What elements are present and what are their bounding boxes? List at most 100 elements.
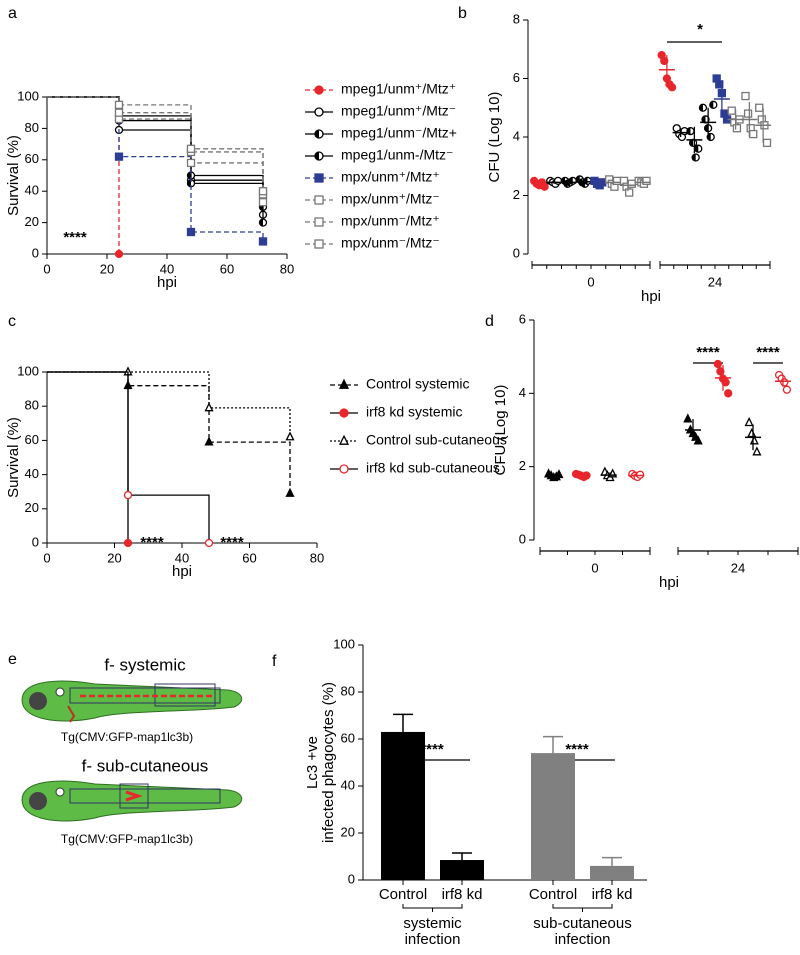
diagram-title: f- sub-cutaneous xyxy=(82,756,209,775)
region-box xyxy=(69,788,221,804)
x-tick-label: 0 xyxy=(43,261,50,276)
y-tick-label: 60 xyxy=(341,730,355,745)
y-tick-label: 0 xyxy=(32,534,39,549)
marker xyxy=(755,103,764,112)
annotation: * xyxy=(697,21,703,38)
survival-line xyxy=(47,96,264,207)
marker xyxy=(258,237,268,246)
marker-shade xyxy=(702,115,706,123)
marker xyxy=(204,402,214,412)
fish-body xyxy=(21,780,243,822)
y-axis-label: infected phagocytes (%) xyxy=(320,682,337,843)
y-tick-label: 20 xyxy=(25,500,39,515)
fish-ear xyxy=(55,687,65,697)
legend-label: Control sub-cutaneous xyxy=(366,432,507,448)
group-bracket xyxy=(402,904,463,909)
marker xyxy=(747,428,757,438)
y-tick-label: 40 xyxy=(341,777,355,792)
x-tick-label: 80 xyxy=(310,550,324,565)
marker xyxy=(732,124,742,133)
marker-shade xyxy=(699,104,703,112)
marker xyxy=(683,413,693,423)
y-tick-label: 4 xyxy=(519,385,526,400)
marker xyxy=(716,367,725,376)
marker xyxy=(782,385,792,394)
fish-eye xyxy=(29,692,47,710)
x-tick-label: 40 xyxy=(175,550,189,565)
marker xyxy=(314,195,324,205)
annotation: **** xyxy=(63,229,87,246)
marker xyxy=(338,434,350,445)
y-tick-label: 6 xyxy=(513,70,520,85)
bar xyxy=(531,753,575,880)
y-axis-label: CFU (Log 10) xyxy=(486,92,503,183)
y-tick-label: 40 xyxy=(25,183,39,198)
marker xyxy=(693,435,703,445)
marker-shade xyxy=(689,139,694,147)
region-box xyxy=(119,783,149,809)
fish-systemic xyxy=(21,680,243,723)
legend-label: mpeg1/unm⁺/Mtz⁻ xyxy=(341,103,456,119)
marker xyxy=(338,378,350,389)
marker xyxy=(123,538,133,548)
marker xyxy=(721,378,730,387)
marker xyxy=(285,487,295,497)
y-tick-label: 20 xyxy=(25,214,39,229)
legend-label: irf8 kd systemic xyxy=(366,404,462,420)
y-axis-label: Survival (%) xyxy=(5,135,22,216)
x-tick-label: Control xyxy=(529,886,577,903)
y-tick-label: 2 xyxy=(513,187,520,202)
group-label: systemic xyxy=(403,915,462,932)
marker-shade xyxy=(584,177,588,185)
marker-shade xyxy=(694,145,699,153)
marker-shade xyxy=(315,152,319,160)
panel-label: e xyxy=(8,651,17,668)
y-tick-label: 80 xyxy=(25,120,39,135)
marker xyxy=(713,359,722,369)
marker xyxy=(741,91,750,101)
marker xyxy=(114,152,124,161)
legend-label: mpeg1/unm-/Mtz⁻ xyxy=(341,147,453,163)
legend-label: Control systemic xyxy=(366,376,469,392)
marker-shade xyxy=(187,179,191,187)
x-tick-label: 20 xyxy=(100,261,114,276)
marker xyxy=(204,538,214,548)
y-tick-label: 0 xyxy=(513,245,520,260)
survival-line xyxy=(47,96,264,192)
marker xyxy=(627,179,636,188)
marker xyxy=(186,158,196,168)
group-bracket xyxy=(552,904,613,909)
diagram-caption: Tg(CMV:GFP-map1lc3b) xyxy=(61,730,193,744)
annotation: **** xyxy=(696,344,720,361)
y-tick-label: 4 xyxy=(513,128,520,143)
marker xyxy=(715,80,724,89)
marker xyxy=(314,85,324,95)
bar xyxy=(381,731,425,880)
marker-shade xyxy=(704,124,709,132)
marker xyxy=(314,239,324,249)
marker xyxy=(285,431,295,441)
y-tick-label: 2 xyxy=(519,458,526,473)
marker xyxy=(780,378,789,387)
y-tick-label: 100 xyxy=(333,636,355,651)
y-tick-label: 100 xyxy=(17,88,39,103)
marker xyxy=(752,446,762,456)
legend-label: mpx/unm⁺/Mtz⁻ xyxy=(341,191,440,207)
marker xyxy=(339,408,349,418)
x-axis-label: hpi xyxy=(172,563,192,580)
marker xyxy=(749,129,758,139)
marker xyxy=(258,198,268,207)
annotation: **** xyxy=(420,741,444,758)
panel-label: a xyxy=(8,5,17,22)
marker xyxy=(660,56,669,66)
panel-label: f xyxy=(272,653,277,670)
annotation: **** xyxy=(220,534,244,551)
region-box xyxy=(69,687,221,704)
x-tick-label: 0 xyxy=(591,560,598,575)
marker-shade xyxy=(187,172,191,179)
marker xyxy=(204,436,214,446)
y-axis-label: Survival (%) xyxy=(5,417,22,498)
marker xyxy=(667,83,677,92)
legend-label: mpeg1/unm⁻/Mtz+ xyxy=(341,125,457,141)
